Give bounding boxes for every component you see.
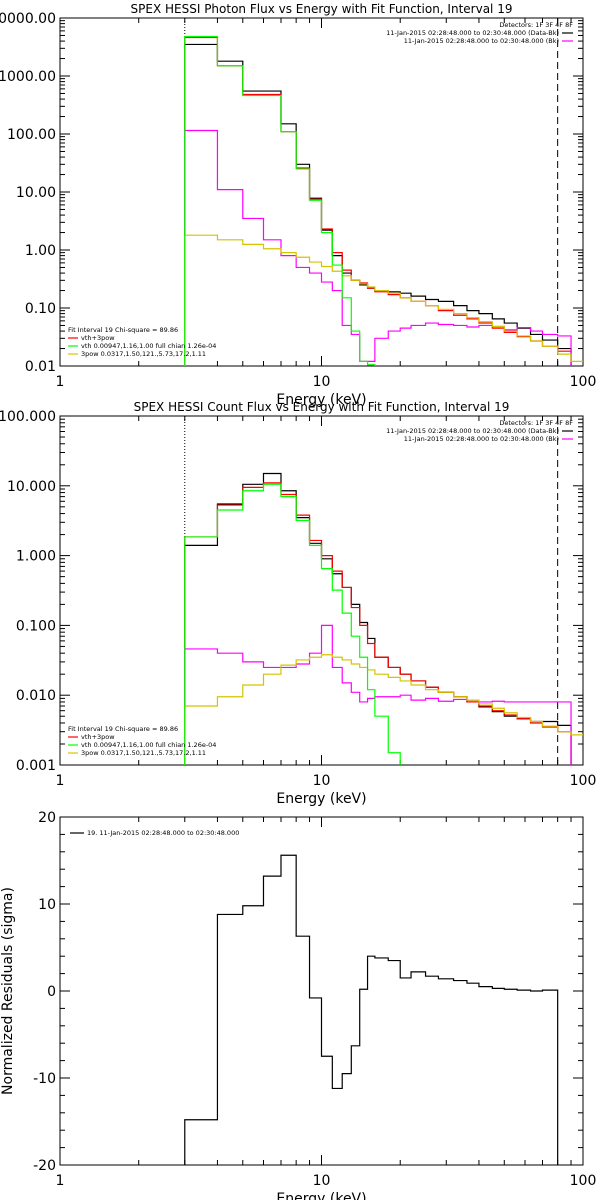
- y-tick-label: 0.01: [25, 359, 56, 375]
- y-tick-label: 0.010: [16, 688, 56, 704]
- legend-entry-label: 11-Jan-2015 02:28:48.000 to 02:30:48.000…: [404, 37, 559, 45]
- x-tick-label: 1: [56, 1173, 65, 1189]
- legend-detectors: Detectors: 1F 3F 4F 8F: [499, 21, 573, 29]
- y-tick-label: 10000.00: [0, 11, 56, 27]
- legend-fit-interval: Fit Interval 19 Chi-square = 89.86: [68, 326, 178, 334]
- legend-entry-label: vth+3pow: [81, 334, 115, 342]
- panel-2: SPEX HESSI Count Flux vs Energy with Fit…: [0, 400, 596, 807]
- series-bk: [184, 624, 572, 765]
- panel-3-axes-box: [59, 816, 584, 1166]
- y-axis-label: Normalized Residuals (sigma): [0, 887, 16, 1095]
- x-tick-label: 10: [313, 374, 331, 390]
- y-tick-label: -20: [33, 1158, 56, 1174]
- x-tick-label: 100: [570, 1173, 597, 1189]
- series-3pow: [184, 654, 583, 765]
- y-tick-label: 10: [38, 897, 56, 913]
- legend-detectors: Detectors: 1F 3F 4F 8F: [499, 419, 573, 427]
- panel-2-title: SPEX HESSI Count Flux vs Energy with Fit…: [134, 400, 510, 414]
- y-tick-label: 10.000: [7, 479, 56, 495]
- y-tick-label: 0: [47, 984, 56, 1000]
- legend-entry-label: 11-Jan-2015 02:28:48.000 to 02:30:48.000…: [386, 29, 559, 37]
- panel-1-axes-box: [59, 17, 584, 367]
- y-tick-label: 1.000: [16, 549, 56, 565]
- series-vth: [184, 35, 376, 366]
- legend-entry-label: vth 0.00947,1.16,1.00 full chian 1.26e-0…: [81, 342, 216, 350]
- legend-entry-label: 3pow 0.0317,1.50,121.,5.73,17.2,1.11: [81, 350, 206, 358]
- y-tick-label: 0.001: [16, 758, 56, 774]
- x-axis-label: Energy (keV): [276, 791, 366, 807]
- y-tick-label: 0.10: [25, 301, 56, 317]
- y-tick-label: 100.000: [0, 409, 56, 425]
- series-vth-3pow: [184, 482, 572, 765]
- x-tick-label: 100: [570, 374, 597, 390]
- legend-entry-label: vth+3pow: [81, 733, 115, 741]
- legend-entry-label: vth 0.00947,1.16,1.00 full chian 1.26e-0…: [81, 741, 216, 749]
- panel-1-title: SPEX HESSI Photon Flux vs Energy with Fi…: [131, 2, 513, 16]
- y-tick-label: 100.00: [7, 127, 56, 143]
- legend-entry-label: 11-Jan-2015 02:28:48.000 to 02:30:48.000…: [386, 427, 559, 435]
- y-tick-label: -10: [33, 1071, 56, 1087]
- panel-1: SPEX HESSI Photon Flux vs Energy with Fi…: [0, 2, 596, 408]
- series-data-bk: [184, 472, 572, 765]
- x-tick-label: 100: [570, 773, 597, 789]
- y-tick-label: 0.100: [16, 618, 56, 634]
- y-tick-label: 1000.00: [0, 69, 56, 85]
- panel-3: 1 10 100 Energy (keV) -20 -10 0 10 20 Normalized …: [0, 810, 596, 1200]
- x-tick-label: 10: [313, 1173, 331, 1189]
- legend-entry-label: 11-Jan-2015 02:28:48.000 to 02:30:48.000…: [404, 435, 559, 443]
- series-vth: [184, 483, 401, 765]
- x-tick-label: 10: [313, 773, 331, 789]
- y-tick-label: 20: [38, 810, 56, 826]
- x-tick-label: 1: [56, 773, 65, 789]
- series-3pow: [184, 234, 583, 366]
- series-19-11-jan-2015-02-28-48-000-to-02-30-48-000: [184, 854, 559, 1165]
- legend-entry-label: 3pow 0.0317,1.50,121.,5.73,17.2,1.11: [81, 749, 206, 757]
- x-axis-label: Energy (keV): [276, 1191, 366, 1200]
- y-tick-label: 1.00: [25, 243, 56, 259]
- x-tick-label: 1: [56, 374, 65, 390]
- y-tick-label: 10.00: [16, 185, 56, 201]
- legend-entry-label: 19. 11-Jan-2015 02:28:48.000 to 02:30:48…: [87, 829, 239, 837]
- legend-fit-interval: Fit Interval 19 Chi-square = 89.86: [68, 725, 178, 733]
- x-axis-label: Energy (keV): [276, 392, 366, 408]
